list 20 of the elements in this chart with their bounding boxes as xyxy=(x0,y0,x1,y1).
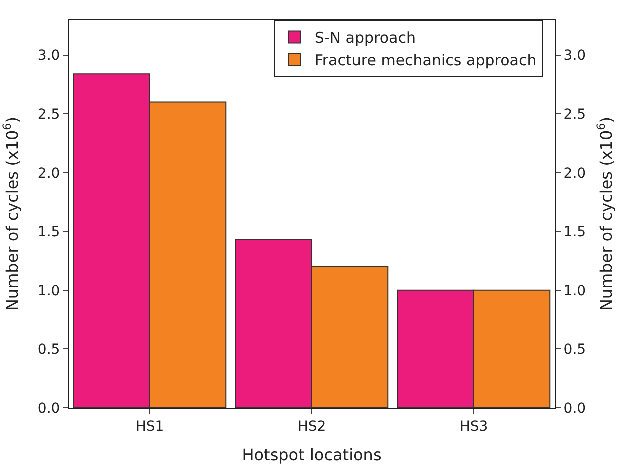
legend-label: Fracture mechanics approach xyxy=(314,52,537,70)
y2-tick-label: 0.5 xyxy=(564,342,586,358)
y2-tick-label: 1.5 xyxy=(564,224,586,241)
x-tick-label: HS2 xyxy=(298,418,326,435)
legend-label: S-N approach xyxy=(314,29,416,48)
x-axis-title: Hotspot locations xyxy=(242,446,382,464)
y2-tick-label: 2.5 xyxy=(564,106,586,123)
y-tick-label: 2.5 xyxy=(38,106,60,123)
y-tick-label: 0.5 xyxy=(38,342,60,358)
y-tick-label: 1.5 xyxy=(38,224,60,241)
y-tick-label: 1.0 xyxy=(38,283,60,300)
y2-tick-label: 3.0 xyxy=(564,48,586,64)
y2-tick-label: 2.0 xyxy=(564,166,586,182)
y2-tick-label: 0.0 xyxy=(564,400,586,417)
y2-tick-label: 1.0 xyxy=(564,283,586,300)
x-tick-label: HS1 xyxy=(136,418,164,435)
x-tick-label: HS3 xyxy=(460,418,488,435)
y-tick-label: 3.0 xyxy=(38,48,60,64)
y-tick-label: 0.0 xyxy=(38,400,60,417)
y-tick-label: 2.0 xyxy=(38,166,60,182)
